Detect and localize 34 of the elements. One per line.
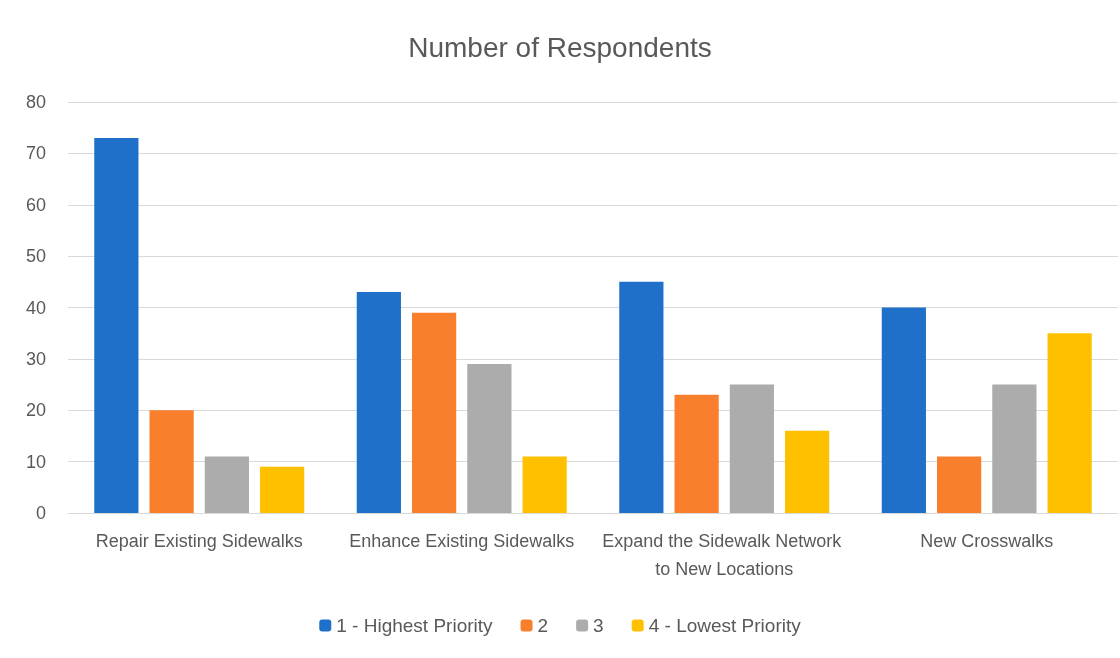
x-tick-label: New Crosswalks (920, 531, 1054, 551)
bar (881, 307, 926, 513)
x-tick-label: Enhance Existing Sidewalks (349, 531, 575, 551)
bar (937, 456, 982, 513)
bar (992, 384, 1037, 513)
bar (204, 456, 249, 513)
bar (260, 466, 305, 513)
x-tick-label: Expand the Sidewalk Network to New Locations (602, 531, 847, 579)
y-tick-label: 30 (25, 348, 46, 369)
bar (785, 430, 830, 513)
bar (674, 394, 719, 513)
legend-label: 2 (537, 615, 549, 636)
legend-label: 4 - Lowest Priority (648, 615, 802, 636)
chart-title: Number of Respondents (408, 31, 712, 63)
bar (729, 384, 774, 513)
bar (149, 410, 194, 513)
bar (467, 364, 512, 513)
bar (94, 137, 139, 513)
bar (412, 312, 457, 513)
bar (619, 281, 664, 513)
y-tick-label: 10 (25, 451, 46, 472)
y-tick-label: 80 (25, 92, 46, 112)
y-tick-label: 40 (25, 297, 46, 318)
bar (356, 292, 401, 513)
y-tick-label: 70 (25, 143, 46, 164)
bar (1047, 333, 1092, 513)
x-tick-label: Repair Existing Sidewalks (95, 531, 303, 551)
bar (522, 456, 567, 513)
legend-label: 1 - Highest Priority (336, 615, 494, 636)
y-tick-label: 20 (25, 400, 46, 421)
legend-label: 3 (593, 615, 604, 636)
y-tick-label: 60 (25, 194, 46, 215)
y-tick-label: 50 (25, 246, 46, 267)
y-tick-label: 0 (35, 503, 46, 523)
